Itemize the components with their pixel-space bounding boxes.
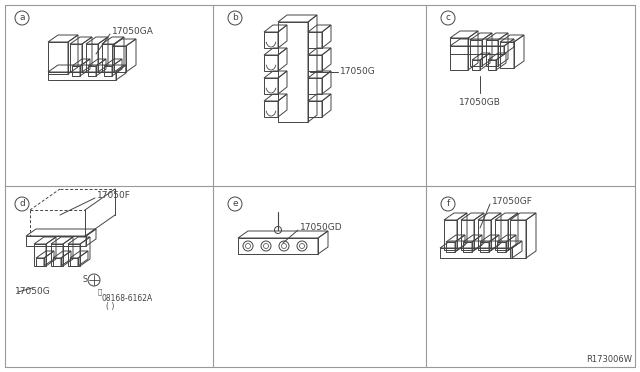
Text: a: a bbox=[19, 13, 25, 22]
Text: b: b bbox=[232, 13, 238, 22]
Text: S: S bbox=[83, 276, 88, 285]
Text: 17050GF: 17050GF bbox=[492, 198, 533, 206]
Text: e: e bbox=[232, 199, 238, 208]
Text: 17050F: 17050F bbox=[97, 192, 131, 201]
Text: 17050GA: 17050GA bbox=[112, 28, 154, 36]
Text: c: c bbox=[445, 13, 451, 22]
Text: ( ): ( ) bbox=[106, 302, 115, 311]
Text: d: d bbox=[19, 199, 25, 208]
Text: 17050GB: 17050GB bbox=[459, 98, 501, 107]
Text: R173006W: R173006W bbox=[586, 355, 632, 364]
Text: 17050G: 17050G bbox=[340, 67, 376, 77]
Text: 08168-6162A: 08168-6162A bbox=[102, 294, 153, 303]
Text: 17050G: 17050G bbox=[15, 288, 51, 296]
Text: f: f bbox=[446, 199, 450, 208]
Text: 17050GD: 17050GD bbox=[300, 224, 342, 232]
Text: Ⓢ: Ⓢ bbox=[98, 288, 102, 295]
